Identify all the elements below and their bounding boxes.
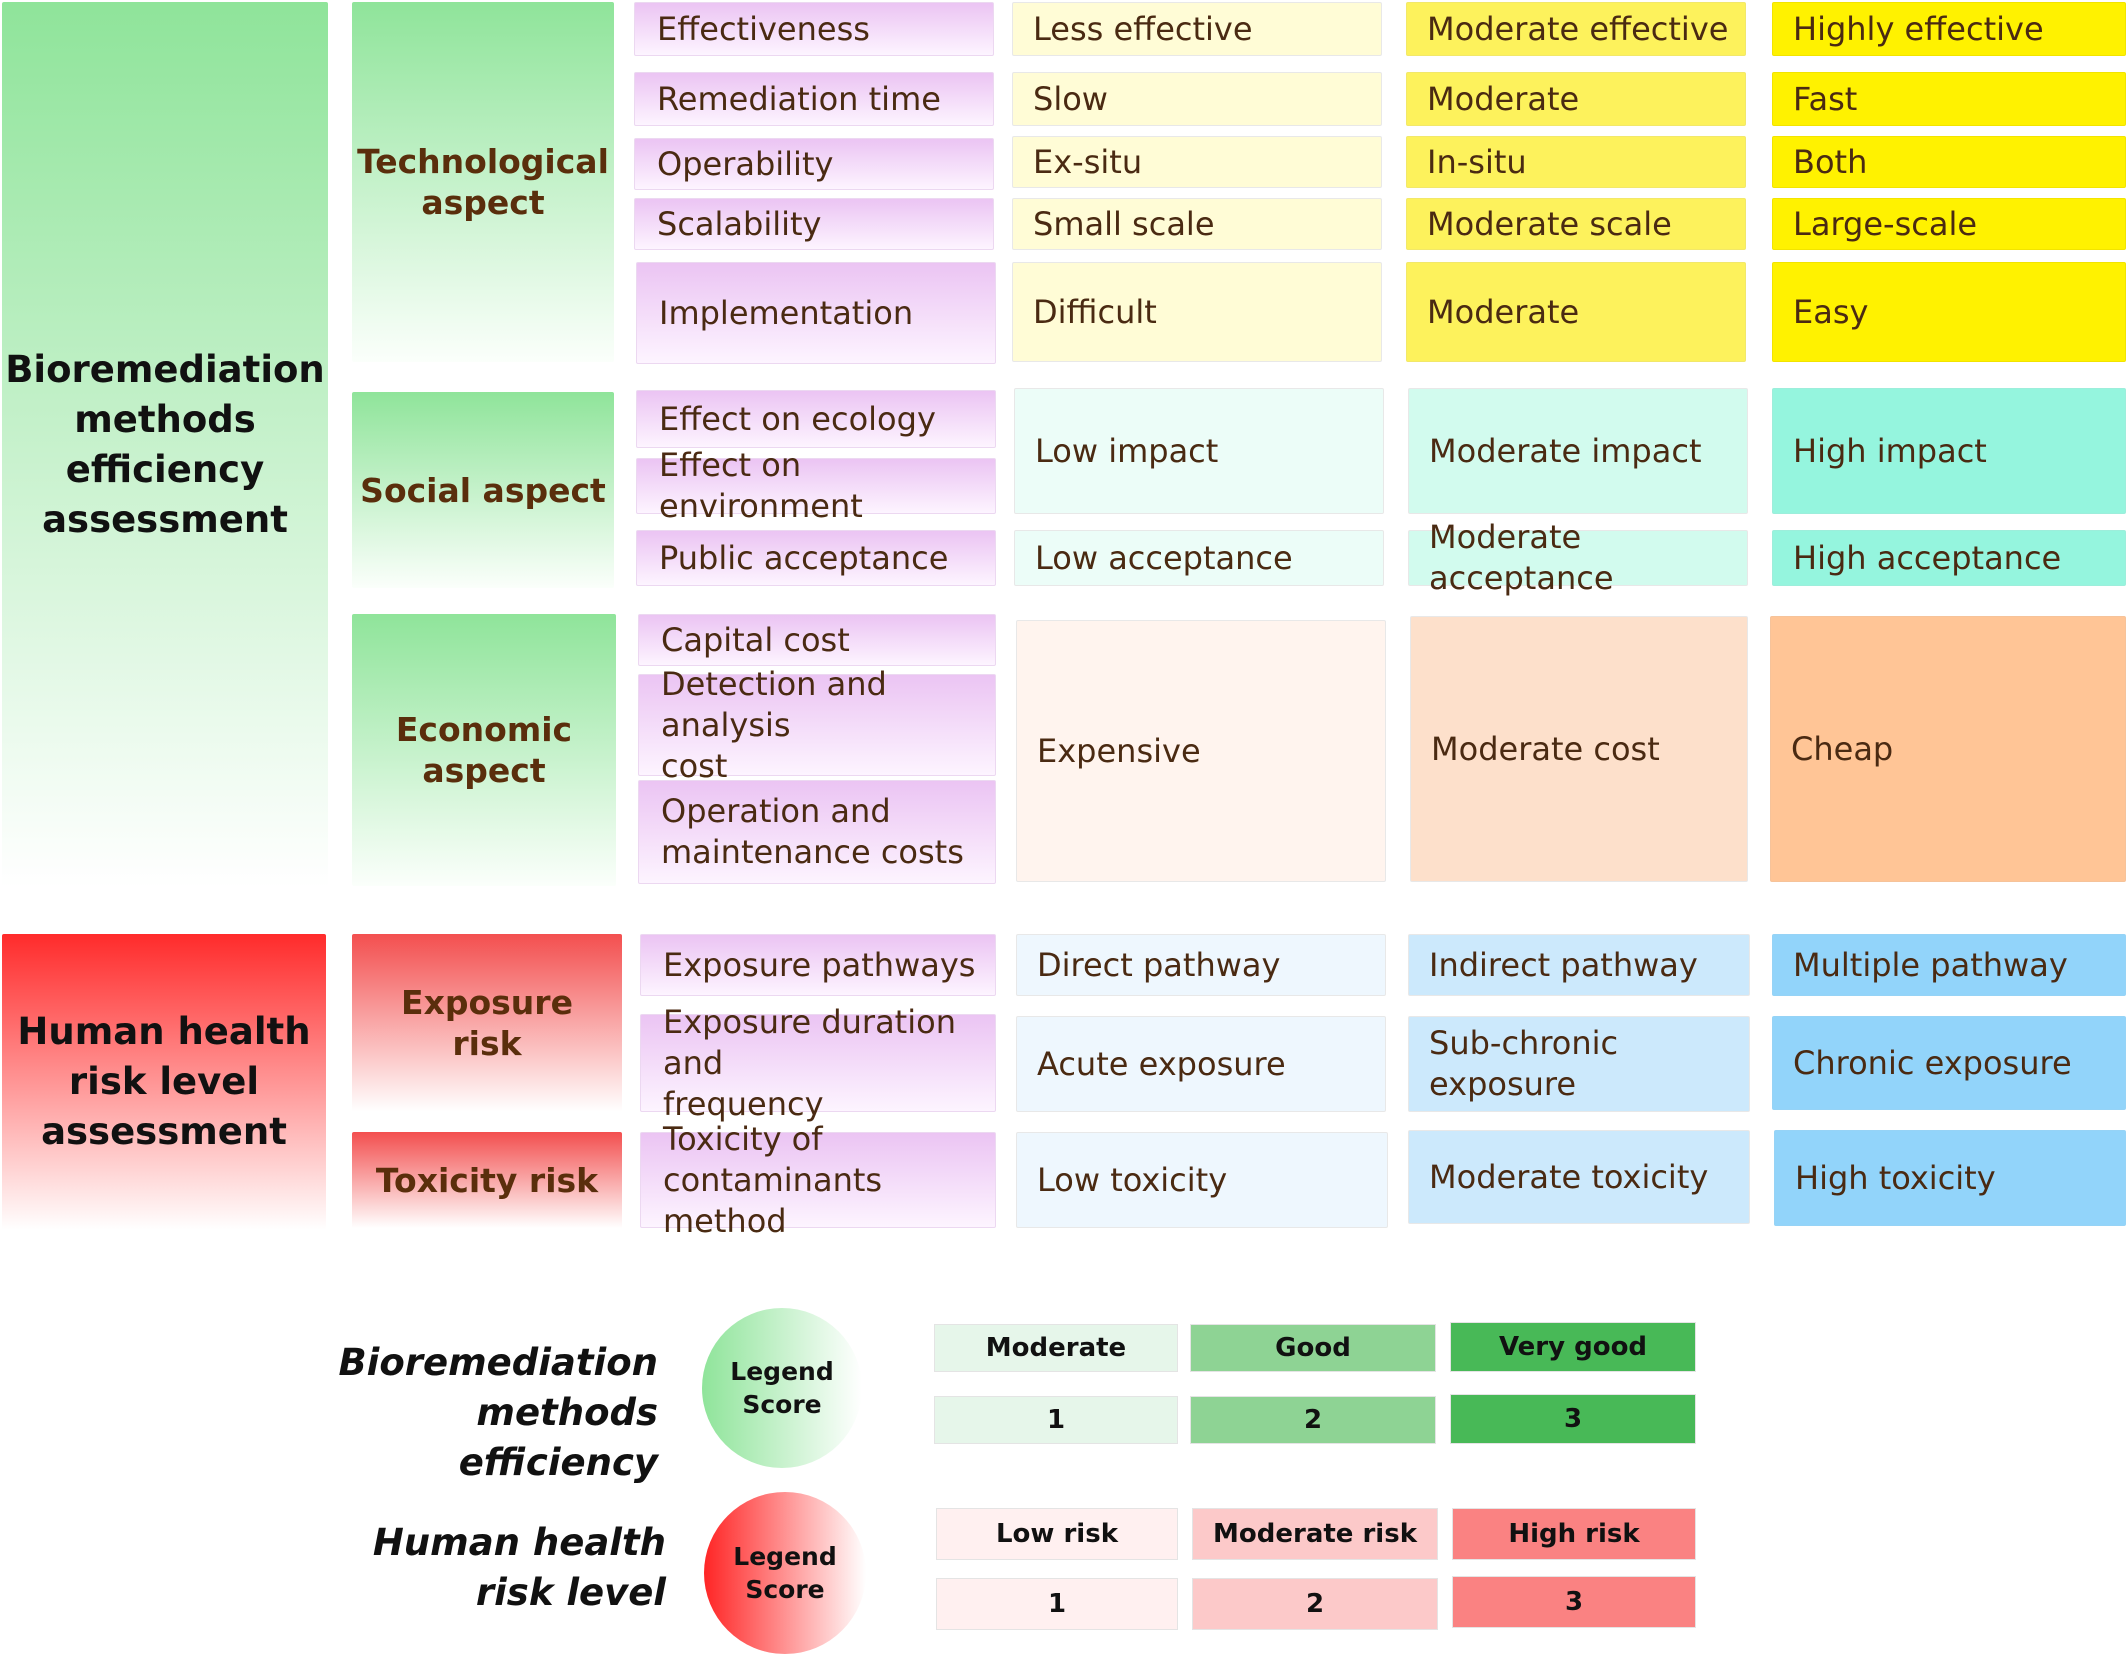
exposure-low-cell: Acute exposure bbox=[1016, 1016, 1386, 1112]
criterion-detection-analysis-cost: Detection and analysis cost bbox=[638, 665, 996, 785]
social-impact-moderate-cell: Moderate impact bbox=[1408, 388, 1748, 514]
toxicity-high-cell: High toxicity bbox=[1774, 1130, 2126, 1226]
legend-health-level: High risk bbox=[1452, 1508, 1696, 1560]
legend-bio-score: 1 bbox=[934, 1396, 1178, 1444]
legend-health-score: 2 bbox=[1192, 1578, 1438, 1630]
criterion-scalability: Scalability bbox=[634, 198, 994, 250]
technological-high-cell: Both bbox=[1772, 136, 2126, 188]
technological-moderate-cell: Moderate effective bbox=[1406, 2, 1746, 56]
economic-aspect-label: Economic aspect bbox=[352, 614, 616, 886]
technological-high-cell: Highly effective bbox=[1772, 2, 2126, 56]
legend-health-title: Human health risk level bbox=[372, 1521, 666, 1614]
technological-moderate-cell: Moderate scale bbox=[1406, 198, 1746, 250]
social-acceptance-low-cell: Low acceptance bbox=[1014, 530, 1384, 586]
criterion-operability: Operability bbox=[634, 138, 994, 190]
social-aspect-label: Social aspect bbox=[352, 392, 614, 588]
technological-low-cell: Less effective bbox=[1012, 2, 1382, 56]
exposure-moderate-cell: Indirect pathway bbox=[1408, 934, 1750, 996]
toxicity-low-cell: Low toxicity bbox=[1016, 1132, 1388, 1228]
toxicity-moderate-cell: Moderate toxicity bbox=[1408, 1130, 1750, 1224]
criterion-exposure-pathways: Exposure pathways bbox=[640, 934, 996, 996]
exposure-moderate-cell: Sub-chronic exposure bbox=[1408, 1016, 1750, 1112]
technological-high-cell: Fast bbox=[1772, 72, 2126, 126]
legend-health-score: 1 bbox=[936, 1578, 1178, 1630]
technological-aspect-label: Technological aspect bbox=[352, 2, 614, 362]
toxicity-risk-label: Toxicity risk bbox=[352, 1132, 622, 1228]
criterion-toxicity-contaminants: Toxicity of contaminants method bbox=[640, 1120, 996, 1240]
economic-moderate-cell: Moderate cost bbox=[1410, 616, 1748, 882]
exposure-high-cell: Chronic exposure bbox=[1772, 1016, 2126, 1110]
legend-health-score-circle: Legend Score bbox=[704, 1492, 866, 1654]
criterion-public-acceptance: Public acceptance bbox=[636, 530, 996, 586]
criterion-operation-maintenance-costs: Operation and maintenance costs bbox=[638, 780, 996, 884]
social-acceptance-high-cell: High acceptance bbox=[1772, 530, 2126, 586]
criterion-implementation: Implementation bbox=[636, 262, 996, 364]
technological-high-cell: Large-scale bbox=[1772, 198, 2126, 250]
bioremediation-assessment-header: Bioremediation methods efficiency assessmen… bbox=[2, 2, 328, 888]
legend-health-level: Moderate risk bbox=[1192, 1508, 1438, 1560]
criterion-effect-on-environment: Effect on environment bbox=[636, 446, 996, 525]
exposure-low-cell: Direct pathway bbox=[1016, 934, 1386, 996]
technological-moderate-cell: Moderate bbox=[1406, 262, 1746, 362]
technological-moderate-cell: Moderate bbox=[1406, 72, 1746, 126]
legend-bio-title: Bioremediation methods efficiency bbox=[338, 1341, 658, 1484]
legend-bio-level: Moderate bbox=[934, 1324, 1178, 1372]
technological-moderate-cell: In-situ bbox=[1406, 136, 1746, 188]
exposure-risk-label: Exposure risk bbox=[352, 934, 622, 1112]
criterion-remediation-time: Remediation time bbox=[634, 72, 994, 126]
criterion-effect-on-ecology: Effect on ecology bbox=[636, 390, 996, 448]
legend-bio-level: Good bbox=[1190, 1324, 1436, 1372]
human-health-assessment-header: Human health risk level assessment bbox=[2, 934, 326, 1230]
criterion-exposure-duration-frequency: Exposure duration and frequency bbox=[640, 1003, 996, 1123]
exposure-high-cell: Multiple pathway bbox=[1772, 934, 2126, 996]
technological-low-cell: Slow bbox=[1012, 72, 1382, 126]
legend-health-score: 3 bbox=[1452, 1576, 1696, 1628]
legend-bio-score: 2 bbox=[1190, 1396, 1436, 1444]
criterion-effectiveness: Effectiveness bbox=[634, 2, 994, 56]
technological-high-cell: Easy bbox=[1772, 262, 2126, 362]
technological-low-cell: Difficult bbox=[1012, 262, 1382, 362]
legend-health-level: Low risk bbox=[936, 1508, 1178, 1560]
legend-bio-score: 3 bbox=[1450, 1394, 1696, 1444]
social-acceptance-moderate-cell: Moderate acceptance bbox=[1408, 518, 1748, 597]
technological-low-cell: Ex-situ bbox=[1012, 136, 1382, 188]
social-impact-high-cell: High impact bbox=[1772, 388, 2126, 514]
economic-low-cell: Expensive bbox=[1016, 620, 1386, 882]
economic-high-cell: Cheap bbox=[1770, 616, 2126, 882]
legend-bio-score-circle: Legend Score bbox=[702, 1308, 862, 1468]
legend-bio-level: Very good bbox=[1450, 1322, 1696, 1372]
criterion-capital-cost: Capital cost bbox=[638, 614, 996, 666]
technological-low-cell: Small scale bbox=[1012, 198, 1382, 250]
social-impact-low-cell: Low impact bbox=[1014, 388, 1384, 514]
